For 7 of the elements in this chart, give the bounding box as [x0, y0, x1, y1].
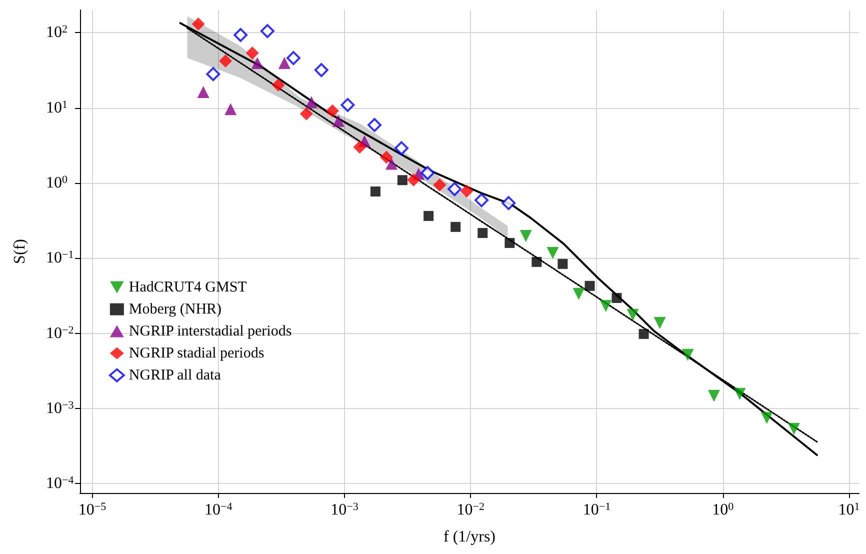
legend-label: NGRIP interstadial periods — [128, 323, 292, 340]
legend-label: NGRIP stadial periods — [128, 345, 264, 362]
x-axis-title: f (1/yrs) — [444, 528, 496, 546]
legend-label: Moberg (NHR) — [128, 301, 222, 318]
legend-label: HadCRUT4 GMST — [128, 279, 247, 296]
y-axis-title: S(f) — [12, 239, 28, 264]
legend-label: NGRIP all data — [128, 367, 222, 384]
